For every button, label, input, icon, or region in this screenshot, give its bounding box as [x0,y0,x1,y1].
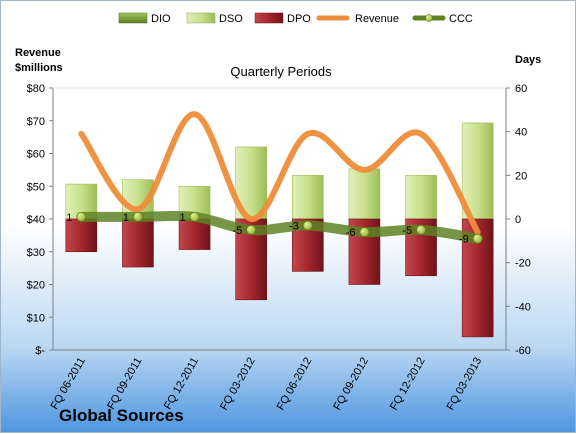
ccc-point-fq-12-2011 [189,212,200,222]
x-axis-tick-label: FQ 12-2012 [388,356,428,413]
ccc-data-label: -5 [402,225,412,237]
legend-label-dso: DSO [219,13,243,25]
x-axis-tick-label: FQ 12-2011 [162,356,201,412]
right-axis-tick-label: 40 [515,127,527,139]
ccc-data-label: -6 [346,227,356,239]
right-axis-tick-label: 60 [515,83,527,95]
bar-dso-fq-09-2012 [348,168,381,220]
right-axis-tick-label: -40 [515,301,531,313]
left-axis-tick-label: $- [35,345,45,357]
revenue-point-fq-06-2012 [306,132,309,135]
ccc-point-fq-06-2011 [76,212,87,222]
ccc-data-label: 1 [179,212,185,224]
bar-dso-fq-12-2012 [405,175,437,220]
ccc-point-fq-09-2011 [133,212,143,222]
right-axis-tick-label: -60 [515,345,531,357]
right-axis-tick-label: -20 [515,258,531,270]
legend: DIO DSO DPO Revenue CCC [118,12,473,25]
ccc-point-fq-03-2012 [246,225,256,235]
left-axis-tick-label: $50 [27,181,45,193]
x-axis-tick-label: FQ 09-2011 [105,356,144,412]
bar-dso-fq-03-2013 [461,122,494,220]
company-name: Global Sources [59,406,184,425]
series-line-revenue [78,111,481,236]
legend-item-ccc: CCC [412,13,473,25]
right-axis-title: Days [515,54,541,66]
revenue-point-fq-03-2013 [476,231,479,234]
legend-swatch-dso [186,12,216,24]
bar-dpo-fq-06-2011 [65,218,98,253]
plot-area: $- $10 $20 $30 $40 $50 $60 $70 $80 -60 -40 -20 0 20 40… [27,83,531,412]
x-axis-tick-label: FQ 03-2012 [218,356,258,413]
revenue-point-fq-06-2011 [80,132,83,135]
right-axis-tick-label: 0 [515,214,521,226]
legend-item-revenue: Revenue [316,13,399,25]
ccc-data-label: -5 [232,225,242,237]
ccc-point-fq-03-2013 [472,233,483,244]
legend-item-dio: DIO [118,12,171,25]
bar-dpo-fq-09-2011 [122,218,154,268]
ccc-point-fq-06-2012 [303,220,313,231]
legend-swatch-dio [118,12,148,24]
x-axis-tick-label: FQ 03-2013 [445,356,485,413]
left-axis-tick-label: $10 [27,312,45,324]
chart-title: Quarterly Periods [230,64,332,79]
ccc-point-fq-12-2012 [416,225,426,235]
ccc-data-label: -3 [289,221,299,233]
ccc-data-label: 1 [123,212,129,224]
left-axis-title-line1: Revenue [15,47,61,59]
legend-label-ccc: CCC [449,13,473,25]
legend-item-dpo: DPO [254,12,311,25]
left-axis-tick-label: $70 [27,116,45,128]
left-axis-tick-label: $30 [27,247,45,259]
legend-swatch-dpo [254,12,284,24]
legend-label-revenue: Revenue [355,13,399,25]
x-axis-tick-label: FQ 06-2011 [49,356,88,412]
x-axis-tick-label: FQ 09-2012 [331,356,371,413]
left-axis-tick-label: $40 [27,214,45,226]
right-axis-tick-label: 20 [515,170,527,182]
revenue-point-fq-09-2012 [363,168,366,171]
bar-dso-fq-06-2012 [292,175,324,220]
bar-dpo-fq-12-2011 [178,218,211,250]
x-axis-tick-label: FQ 06-2012 [275,356,315,413]
revenue-point-fq-12-2011 [193,113,196,116]
revenue-point-fq-12-2012 [420,132,423,135]
ccc-data-label: -9 [459,234,469,246]
left-axis-tick-label: $80 [27,83,45,95]
legend-label-dio: DIO [151,13,171,25]
left-axis-tick-label: $20 [27,280,45,292]
legend-item-dso: DSO [186,12,243,25]
left-axis-tick-label: $60 [27,149,45,161]
legend-marker-ccc [425,14,433,22]
revenue-point-fq-09-2011 [136,208,139,211]
legend-label-dpo: DPO [287,13,311,25]
left-axis-title-line2: $millions [15,62,63,74]
revenue-point-fq-03-2012 [250,218,253,221]
ccc-point-fq-09-2012 [359,227,370,237]
ccc-data-label: 1 [66,212,72,224]
